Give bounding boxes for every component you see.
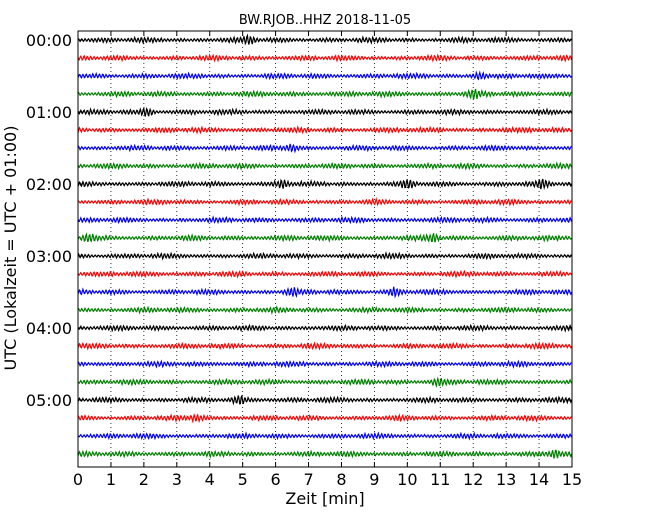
y-axis-label: UTC (Lokalzeit = UTC + 01:00) [1, 126, 20, 371]
x-tick-label: 11 [430, 470, 450, 489]
x-tick-label: 7 [303, 470, 313, 489]
y-tick-label: 01:00 [26, 103, 72, 122]
y-axis: 00:00 01:00 02:00 03:00 04:00 05:00 [26, 31, 572, 410]
x-tick-label: 6 [271, 470, 281, 489]
x-tick-label: 5 [238, 470, 248, 489]
plot-frame [77, 30, 573, 468]
x-tick-label: 1 [106, 470, 116, 489]
x-tick-label: 15 [562, 470, 582, 489]
trace-0015 [77, 53, 573, 63]
x-tick-label: 12 [463, 470, 483, 489]
trace-0345 [77, 305, 572, 316]
trace-0300 [77, 251, 572, 261]
trace-0200 [77, 178, 573, 191]
grid-lines [110, 31, 540, 467]
trace-0045 [77, 88, 572, 100]
trace-0315 [77, 269, 573, 279]
trace-0145 [77, 161, 573, 171]
trace-0445 [77, 376, 573, 389]
x-tick-label: 3 [172, 470, 182, 489]
x-tick-label: 2 [139, 470, 149, 489]
trace-0500 [77, 395, 573, 406]
trace-0545 [77, 449, 573, 459]
y-tick-label: 03:00 [26, 247, 72, 266]
trace-0130 [77, 143, 572, 154]
x-tick-label: 8 [336, 470, 346, 489]
trace-0115 [77, 125, 573, 135]
trace-0400 [77, 323, 573, 333]
x-tick-label: 13 [496, 470, 516, 489]
trace-0030 [77, 70, 572, 81]
y-tick-label: 02:00 [26, 175, 72, 194]
trace-0430 [77, 359, 572, 369]
x-tick-label: 9 [369, 470, 379, 489]
x-tick-label: 0 [73, 470, 83, 489]
x-tick-label: 10 [397, 470, 417, 489]
trace-0100 [77, 106, 573, 117]
seismic-traces [77, 33, 573, 459]
trace-0000 [77, 33, 572, 46]
x-tick-label: 4 [205, 470, 215, 489]
x-tick-label: 14 [529, 470, 549, 489]
y-tick-label: 00:00 [26, 31, 72, 50]
y-tick-label: 04:00 [26, 319, 72, 338]
trace-0530 [77, 431, 573, 441]
chart-title: BW.RJOB..HHZ 2018-11-05 [239, 13, 411, 28]
trace-0330 [77, 286, 573, 299]
x-axis: 0 1 2 3 4 5 6 7 8 9 10 11 12 13 14 15 [73, 31, 582, 489]
trace-0415 [77, 341, 573, 351]
x-axis-label: Zeit [min] [285, 489, 364, 508]
trace-0515 [77, 413, 572, 424]
trace-0230 [77, 215, 573, 225]
y-tick-label: 05:00 [26, 391, 72, 410]
trace-0215 [77, 196, 572, 207]
trace-0245 [77, 232, 572, 243]
